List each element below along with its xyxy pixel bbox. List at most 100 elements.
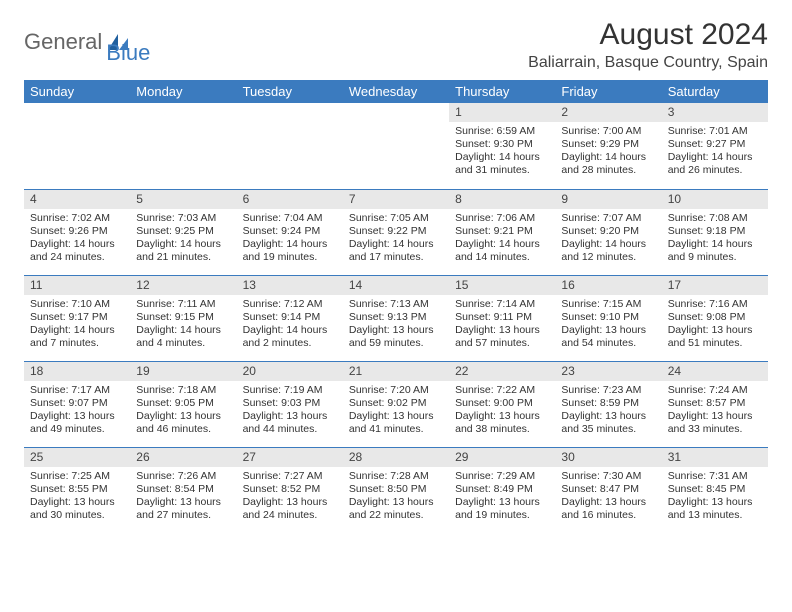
- month-title: August 2024: [528, 18, 768, 52]
- sunrise-text: Sunrise: 7:03 AM: [136, 212, 230, 225]
- calendar-day-cell: 16Sunrise: 7:15 AMSunset: 9:10 PMDayligh…: [555, 275, 661, 361]
- sunrise-text: Sunrise: 7:20 AM: [349, 384, 443, 397]
- daylight-text: Daylight: 14 hours and 31 minutes.: [455, 151, 549, 177]
- sunset-text: Sunset: 8:57 PM: [668, 397, 762, 410]
- sunset-text: Sunset: 9:15 PM: [136, 311, 230, 324]
- weekday-header: Sunday: [24, 80, 130, 103]
- weekday-header: Tuesday: [237, 80, 343, 103]
- calendar-day-cell: 7Sunrise: 7:05 AMSunset: 9:22 PMDaylight…: [343, 189, 449, 275]
- sunrise-text: Sunrise: 7:01 AM: [668, 125, 762, 138]
- day-number: 23: [555, 362, 661, 381]
- day-number: 5: [130, 190, 236, 209]
- sunrise-text: Sunrise: 7:13 AM: [349, 298, 443, 311]
- sunrise-text: Sunrise: 7:07 AM: [561, 212, 655, 225]
- day-number: 13: [237, 276, 343, 295]
- day-number: 3: [662, 103, 768, 122]
- sunrise-text: Sunrise: 7:23 AM: [561, 384, 655, 397]
- sunrise-text: Sunrise: 7:00 AM: [561, 125, 655, 138]
- day-number: 4: [24, 190, 130, 209]
- sunrise-text: Sunrise: 7:27 AM: [243, 470, 337, 483]
- sunrise-text: Sunrise: 7:24 AM: [668, 384, 762, 397]
- calendar-body: 1Sunrise: 6:59 AMSunset: 9:30 PMDaylight…: [24, 103, 768, 533]
- daylight-text: Daylight: 13 hours and 35 minutes.: [561, 410, 655, 436]
- calendar-day-cell: 15Sunrise: 7:14 AMSunset: 9:11 PMDayligh…: [449, 275, 555, 361]
- sunrise-text: Sunrise: 7:10 AM: [30, 298, 124, 311]
- daylight-text: Daylight: 13 hours and 59 minutes.: [349, 324, 443, 350]
- day-number: 10: [662, 190, 768, 209]
- calendar-header-row: SundayMondayTuesdayWednesdayThursdayFrid…: [24, 80, 768, 103]
- sunset-text: Sunset: 9:26 PM: [30, 225, 124, 238]
- location: Baliarrain, Basque Country, Spain: [528, 54, 768, 72]
- calendar-day-cell: 9Sunrise: 7:07 AMSunset: 9:20 PMDaylight…: [555, 189, 661, 275]
- day-number: 31: [662, 448, 768, 467]
- day-number: 27: [237, 448, 343, 467]
- sunset-text: Sunset: 9:00 PM: [455, 397, 549, 410]
- daylight-text: Daylight: 14 hours and 24 minutes.: [30, 238, 124, 264]
- day-number: 15: [449, 276, 555, 295]
- daylight-text: Daylight: 13 hours and 54 minutes.: [561, 324, 655, 350]
- sunrise-text: Sunrise: 7:14 AM: [455, 298, 549, 311]
- calendar-week-row: 1Sunrise: 6:59 AMSunset: 9:30 PMDaylight…: [24, 103, 768, 189]
- calendar-week-row: 25Sunrise: 7:25 AMSunset: 8:55 PMDayligh…: [24, 447, 768, 533]
- calendar-day-cell: 18Sunrise: 7:17 AMSunset: 9:07 PMDayligh…: [24, 361, 130, 447]
- daylight-text: Daylight: 13 hours and 38 minutes.: [455, 410, 549, 436]
- sunrise-text: Sunrise: 7:18 AM: [136, 384, 230, 397]
- calendar-week-row: 18Sunrise: 7:17 AMSunset: 9:07 PMDayligh…: [24, 361, 768, 447]
- calendar-empty-cell: [24, 103, 130, 189]
- weekday-header: Saturday: [662, 80, 768, 103]
- sunset-text: Sunset: 9:20 PM: [561, 225, 655, 238]
- day-number: 8: [449, 190, 555, 209]
- sunrise-text: Sunrise: 7:06 AM: [455, 212, 549, 225]
- day-number: 19: [130, 362, 236, 381]
- sunset-text: Sunset: 8:50 PM: [349, 483, 443, 496]
- sunset-text: Sunset: 8:54 PM: [136, 483, 230, 496]
- calendar-day-cell: 19Sunrise: 7:18 AMSunset: 9:05 PMDayligh…: [130, 361, 236, 447]
- sunrise-text: Sunrise: 7:28 AM: [349, 470, 443, 483]
- calendar-empty-cell: [343, 103, 449, 189]
- sunset-text: Sunset: 9:27 PM: [668, 138, 762, 151]
- sunrise-text: Sunrise: 7:22 AM: [455, 384, 549, 397]
- calendar-empty-cell: [237, 103, 343, 189]
- daylight-text: Daylight: 13 hours and 49 minutes.: [30, 410, 124, 436]
- weekday-header: Friday: [555, 80, 661, 103]
- daylight-text: Daylight: 14 hours and 7 minutes.: [30, 324, 124, 350]
- sunrise-text: Sunrise: 7:08 AM: [668, 212, 762, 225]
- sunset-text: Sunset: 9:14 PM: [243, 311, 337, 324]
- sunset-text: Sunset: 9:11 PM: [455, 311, 549, 324]
- day-number: 12: [130, 276, 236, 295]
- weekday-header: Monday: [130, 80, 236, 103]
- sunset-text: Sunset: 9:21 PM: [455, 225, 549, 238]
- day-number: 22: [449, 362, 555, 381]
- calendar-empty-cell: [130, 103, 236, 189]
- daylight-text: Daylight: 13 hours and 44 minutes.: [243, 410, 337, 436]
- sunset-text: Sunset: 9:25 PM: [136, 225, 230, 238]
- daylight-text: Daylight: 13 hours and 13 minutes.: [668, 496, 762, 522]
- calendar-day-cell: 23Sunrise: 7:23 AMSunset: 8:59 PMDayligh…: [555, 361, 661, 447]
- calendar-day-cell: 25Sunrise: 7:25 AMSunset: 8:55 PMDayligh…: [24, 447, 130, 533]
- calendar-day-cell: 13Sunrise: 7:12 AMSunset: 9:14 PMDayligh…: [237, 275, 343, 361]
- calendar-day-cell: 21Sunrise: 7:20 AMSunset: 9:02 PMDayligh…: [343, 361, 449, 447]
- day-number: 17: [662, 276, 768, 295]
- daylight-text: Daylight: 13 hours and 19 minutes.: [455, 496, 549, 522]
- day-number: 26: [130, 448, 236, 467]
- sunset-text: Sunset: 8:55 PM: [30, 483, 124, 496]
- sunset-text: Sunset: 9:24 PM: [243, 225, 337, 238]
- calendar-day-cell: 29Sunrise: 7:29 AMSunset: 8:49 PMDayligh…: [449, 447, 555, 533]
- daylight-text: Daylight: 14 hours and 2 minutes.: [243, 324, 337, 350]
- calendar-day-cell: 26Sunrise: 7:26 AMSunset: 8:54 PMDayligh…: [130, 447, 236, 533]
- daylight-text: Daylight: 13 hours and 51 minutes.: [668, 324, 762, 350]
- day-number: 14: [343, 276, 449, 295]
- calendar-day-cell: 28Sunrise: 7:28 AMSunset: 8:50 PMDayligh…: [343, 447, 449, 533]
- day-number: 7: [343, 190, 449, 209]
- day-number: 2: [555, 103, 661, 122]
- weekday-header: Thursday: [449, 80, 555, 103]
- logo-text-general: General: [24, 29, 102, 55]
- calendar-day-cell: 6Sunrise: 7:04 AMSunset: 9:24 PMDaylight…: [237, 189, 343, 275]
- sunrise-text: Sunrise: 7:29 AM: [455, 470, 549, 483]
- sunset-text: Sunset: 8:45 PM: [668, 483, 762, 496]
- daylight-text: Daylight: 14 hours and 17 minutes.: [349, 238, 443, 264]
- day-number: 18: [24, 362, 130, 381]
- day-number: 28: [343, 448, 449, 467]
- sunrise-text: Sunrise: 6:59 AM: [455, 125, 549, 138]
- calendar-day-cell: 3Sunrise: 7:01 AMSunset: 9:27 PMDaylight…: [662, 103, 768, 189]
